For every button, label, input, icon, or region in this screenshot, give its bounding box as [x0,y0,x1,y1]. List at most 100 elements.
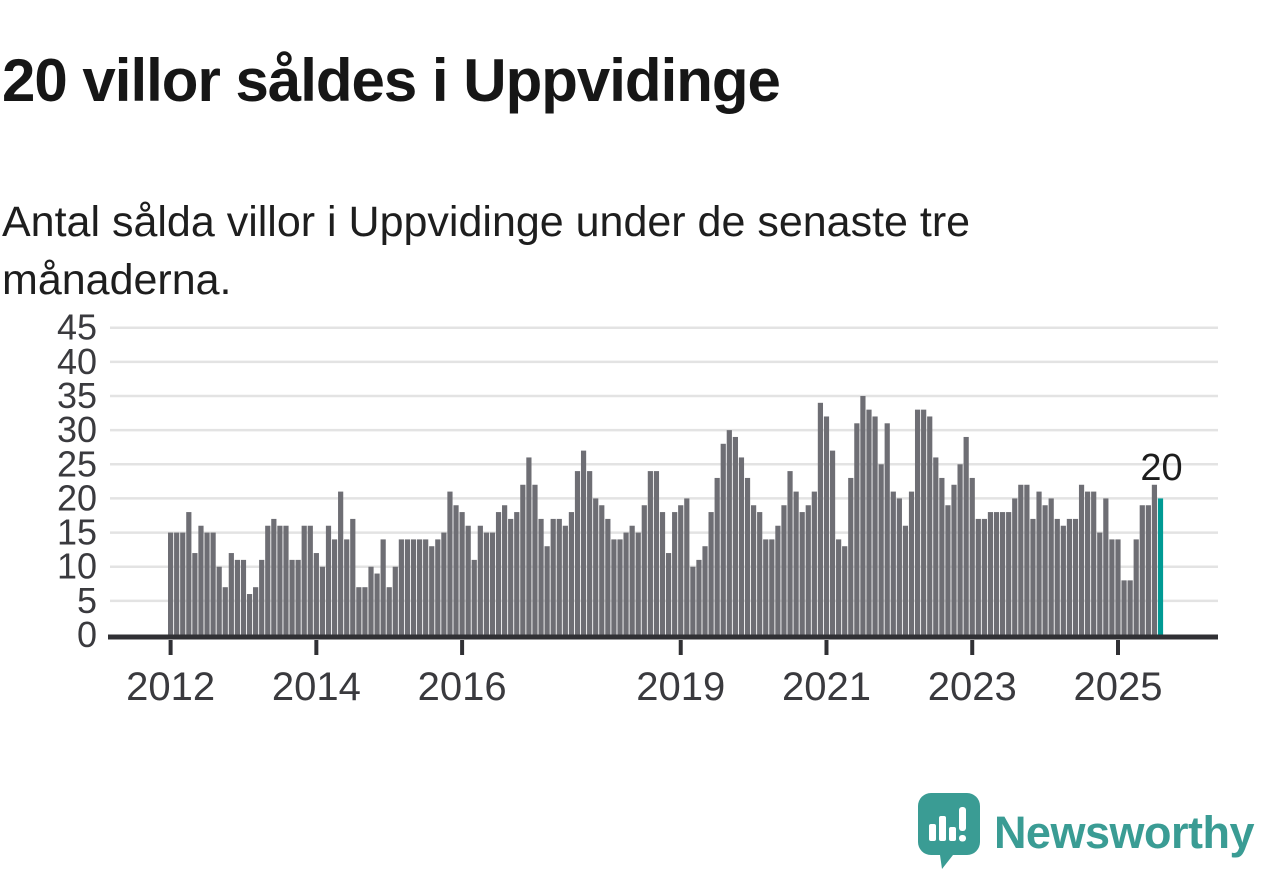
bar [599,505,605,635]
bar [392,566,398,635]
bar [265,525,271,635]
bar [975,518,981,635]
bar [435,539,441,635]
x-axis-tick-label: 2019 [636,665,725,709]
bar [921,409,927,635]
logo-text: Newsworthy [993,807,1255,858]
bar [902,525,909,635]
bar [775,525,781,635]
bar [647,471,653,635]
bar [1024,484,1030,635]
bar [198,525,204,635]
bar [951,484,957,635]
bar [720,443,726,635]
bar [386,587,392,635]
bar [580,450,587,635]
bar [1097,532,1103,635]
bar [301,525,307,635]
bar [817,402,824,635]
bar [890,491,896,635]
y-axis-tick-label: 15 [57,512,97,553]
bar [186,512,192,635]
x-axis-tick-label: 2025 [1073,665,1162,709]
bar [404,539,411,635]
bar [1121,580,1127,635]
bar [1151,484,1158,635]
bar [477,525,483,635]
y-axis-tick-label: 25 [57,443,97,484]
bar [313,553,319,635]
bar [811,491,817,635]
bar [678,505,684,635]
bar [210,532,216,635]
y-axis-tick-label: 40 [57,341,97,382]
highlight-value-label: 20 [1140,447,1182,489]
bar [763,539,769,635]
bar [174,532,180,635]
bar [1006,512,1012,635]
bar [769,539,775,635]
bar [665,553,672,635]
bar [744,477,751,635]
bar [1036,491,1042,635]
bar [350,518,356,635]
bar [222,587,228,635]
bar [495,512,502,635]
bar [319,566,326,635]
bar [1109,539,1115,635]
bar [502,505,508,635]
bar [927,416,933,635]
bar [168,532,174,635]
bar [277,525,283,635]
bar [325,525,332,635]
bar [1072,518,1079,635]
bar [441,532,447,635]
bar [295,559,301,635]
bar [969,477,975,635]
bar [884,423,890,635]
exclamation-dot [958,835,966,842]
bar [514,512,520,635]
bar [374,573,380,635]
bar [1042,505,1048,635]
bar [617,539,623,635]
bar [234,559,241,635]
bar [1078,484,1085,635]
bar [307,525,313,635]
page-title: 20 villor såldes i Uppvidinge [2,47,781,115]
bar [283,525,289,635]
bar [362,587,368,635]
newsworthy-logo-icon [917,793,980,869]
bar [738,457,745,635]
bar [1018,484,1024,635]
bar [1091,491,1097,635]
bar [259,559,265,635]
bar [253,587,259,635]
bar [338,491,344,635]
bar [416,539,423,635]
x-axis-tick-label: 2012 [126,665,215,709]
bar [1066,518,1073,635]
bar [623,532,629,635]
x-axis-tick-label: 2016 [418,665,507,709]
bar [368,566,374,635]
bar [653,471,660,635]
exclamation-stem [958,807,966,831]
y-axis-tick-label: 30 [57,409,97,450]
bar [587,471,593,635]
bar [805,505,811,635]
bar [550,518,556,635]
bar [240,559,247,635]
bar [684,498,690,635]
bar [538,518,544,635]
bar [933,457,939,635]
bar [757,512,763,635]
bar [1060,525,1066,635]
bar [848,477,854,635]
bar [799,512,805,635]
bar [331,539,338,635]
x-axis-tick-label: 2021 [782,665,871,709]
bar [732,436,738,635]
bar [605,518,611,635]
